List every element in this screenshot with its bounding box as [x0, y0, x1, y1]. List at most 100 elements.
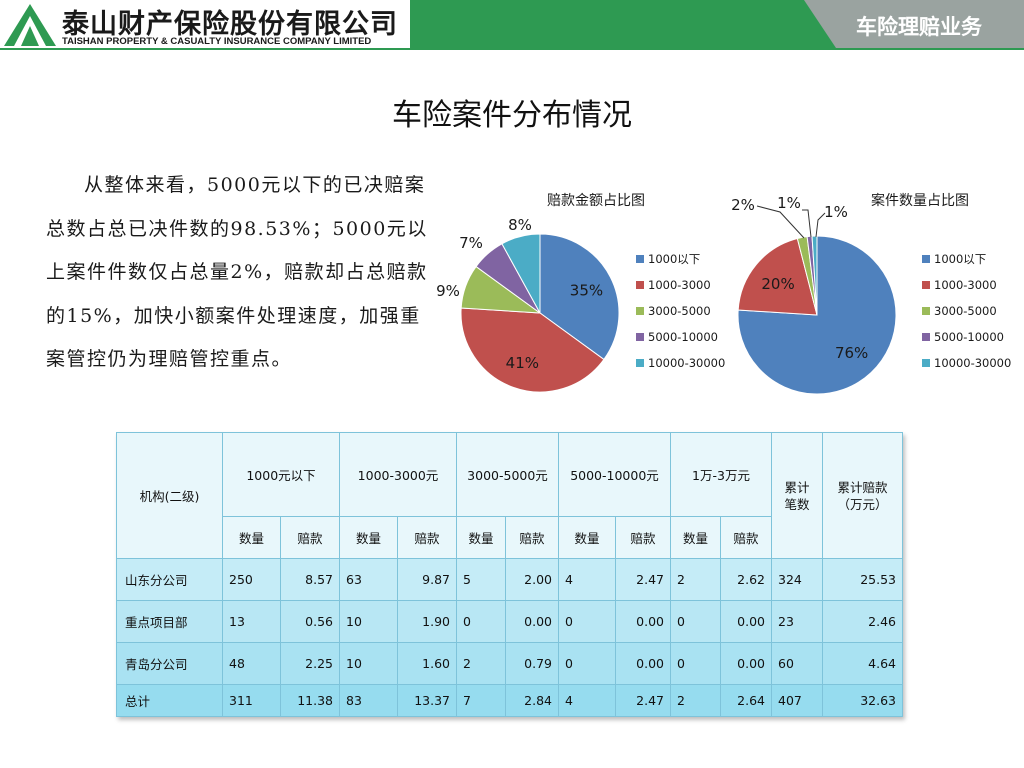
- legend-label: 10000-30000: [934, 356, 1011, 370]
- row-org: 山东分公司: [116, 558, 223, 601]
- cell-count: 13: [222, 600, 281, 643]
- summary-text: 从整体来看，5000元以下的已决赔案总数占总已决件数的98.53%；5000元以…: [46, 174, 428, 370]
- cell-total-amount: 2.46: [822, 600, 903, 643]
- pie-charts-svg: 35% 41% 9% 7% 8% 赔款金额占比图 1000以下 1000-3000 3000-5…: [436, 192, 1011, 395]
- leader-line: [815, 212, 826, 238]
- cell-amount: 2.84: [505, 684, 559, 717]
- cell-total-amount: 25.53: [822, 558, 903, 601]
- table-row: 山东分公司 250 8.57 63 9.87 5 2.00 4 2.47 2 2…: [116, 558, 903, 601]
- group-header: 1万-3万元: [670, 432, 772, 517]
- section-title: 车险理赔业务: [856, 15, 982, 39]
- claims-table: 机构(二级) 1000元以下 1000-3000元 3000-5000元 500…: [116, 432, 903, 717]
- cell-count: 4: [558, 684, 616, 717]
- cell-amount: 0.79: [505, 642, 559, 685]
- sub-header-count: 数量: [339, 516, 398, 559]
- legend-swatch: [636, 359, 644, 367]
- cell-count: 0: [558, 642, 616, 685]
- cell-total-amount: 32.63: [822, 684, 903, 717]
- leader-line: [802, 209, 812, 238]
- data-label: 1%: [824, 203, 848, 221]
- cell-amount: 0.00: [505, 600, 559, 643]
- legend-label: 10000-30000: [648, 356, 725, 370]
- group-header: 5000-10000元: [558, 432, 671, 517]
- group-header: 1000元以下: [222, 432, 340, 517]
- cell-count: 2: [670, 558, 721, 601]
- cell-amount: 2.62: [720, 558, 772, 601]
- cell-count: 63: [339, 558, 398, 601]
- legend-swatch: [636, 333, 644, 341]
- sub-header-count: 数量: [670, 516, 721, 559]
- cell-count: 10: [339, 642, 398, 685]
- data-label: 41%: [506, 354, 539, 372]
- legend-swatch: [636, 255, 644, 263]
- cell-total-count: 324: [771, 558, 823, 601]
- legend-label: 1000以下: [648, 252, 700, 266]
- cell-count: 0: [456, 600, 506, 643]
- sub-header-amount: 赔款: [397, 516, 457, 559]
- cell-count: 48: [222, 642, 281, 685]
- table-total-row: 总计 311 11.38 83 13.37 7 2.84 4 2.47 2 2.…: [116, 684, 903, 717]
- group-header: 1000-3000元: [339, 432, 457, 517]
- cell-total-amount: 4.64: [822, 642, 903, 685]
- legend-label: 1000-3000: [648, 278, 711, 292]
- header-logo-area: [0, 0, 410, 50]
- cell-amount: 2.47: [615, 558, 671, 601]
- total-count-header: 累计笔数: [771, 432, 823, 559]
- cell-count: 83: [339, 684, 398, 717]
- data-label: 76%: [835, 344, 868, 362]
- cell-count: 7: [456, 684, 506, 717]
- cell-count: 4: [558, 558, 616, 601]
- cell-total-count: 23: [771, 600, 823, 643]
- chart-title: 赔款金额占比图: [547, 193, 645, 209]
- header-bar: 泰山财产保险股份有限公司 TAISHAN PROPERTY & CASUALTY…: [0, 0, 1024, 50]
- cell-amount: 0.00: [615, 642, 671, 685]
- cell-amount: 0.56: [280, 600, 340, 643]
- row-org: 青岛分公司: [116, 642, 223, 685]
- data-label: 20%: [761, 275, 794, 293]
- sub-header-amount: 赔款: [720, 516, 772, 559]
- data-label: 1%: [777, 194, 801, 212]
- table-row: 青岛分公司 48 2.25 10 1.60 2 0.79 0 0.00 0 0.…: [116, 642, 903, 685]
- company-name-en: TAISHAN PROPERTY & CASUALTY INSURANCE CO…: [62, 36, 372, 47]
- total-amount-header: 累计赔款（万元）: [822, 432, 903, 559]
- legend-label: 1000-3000: [934, 278, 997, 292]
- data-label: 8%: [508, 216, 532, 234]
- cell-count: 5: [456, 558, 506, 601]
- data-label: 7%: [459, 234, 483, 252]
- pie-slice: [539, 233, 620, 361]
- cell-count: 2: [456, 642, 506, 685]
- cell-amount: 0.00: [720, 642, 772, 685]
- cell-amount: 2.25: [280, 642, 340, 685]
- pie-slice: [811, 235, 818, 316]
- section-tab: [836, 0, 1024, 48]
- row-org: 总计: [116, 684, 223, 717]
- sub-header-amount: 赔款: [615, 516, 671, 559]
- org-header: 机构(二级): [116, 432, 223, 559]
- cell-count: 0: [558, 600, 616, 643]
- cell-amount: 2.47: [615, 684, 671, 717]
- cell-count: 2: [670, 684, 721, 717]
- cell-total-count: 60: [771, 642, 823, 685]
- legend-swatch: [922, 333, 930, 341]
- cell-amount: 11.38: [280, 684, 340, 717]
- legend-swatch: [922, 307, 930, 315]
- cell-amount: 1.90: [397, 600, 457, 643]
- table-header-row: 机构(二级) 1000元以下 1000-3000元 3000-5000元 500…: [116, 432, 903, 559]
- legend-swatch: [922, 359, 930, 367]
- row-org: 重点项目部: [116, 600, 223, 643]
- cell-count: 0: [670, 600, 721, 643]
- cell-amount: 8.57: [280, 558, 340, 601]
- chart-title: 案件数量占比图: [871, 192, 969, 209]
- header-tab-notch: [804, 0, 836, 48]
- legend-label: 3000-5000: [934, 304, 997, 318]
- cell-amount: 2.64: [720, 684, 772, 717]
- sub-header-amount: 赔款: [505, 516, 559, 559]
- cell-count: 10: [339, 600, 398, 643]
- legend-swatch: [636, 307, 644, 315]
- legend-label: 5000-10000: [648, 330, 718, 344]
- data-label: 35%: [570, 281, 603, 299]
- company-name-cn: 泰山财产保险股份有限公司: [62, 9, 398, 40]
- header-underline: [0, 48, 1024, 50]
- legend-swatch: [636, 281, 644, 289]
- cell-amount: 13.37: [397, 684, 457, 717]
